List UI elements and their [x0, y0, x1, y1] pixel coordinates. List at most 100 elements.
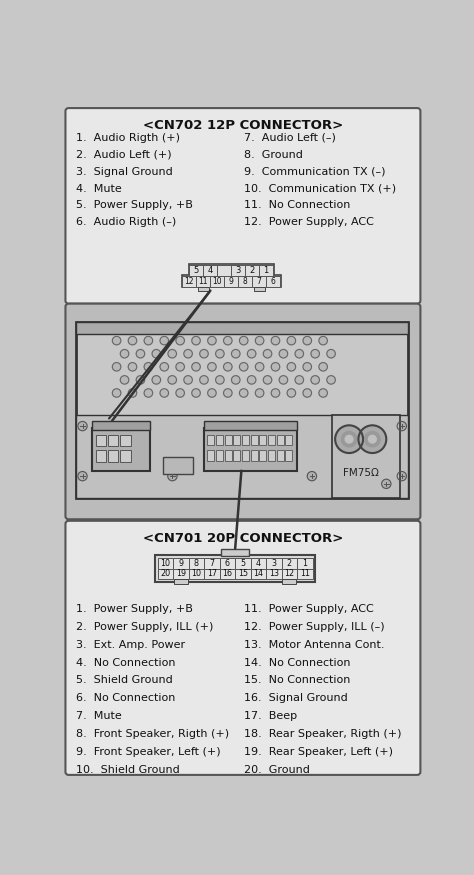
Text: 1: 1	[302, 558, 308, 568]
Bar	[259, 435, 266, 445]
Bar	[225, 450, 232, 461]
Bar	[221, 549, 249, 556]
Circle shape	[144, 336, 153, 345]
Circle shape	[327, 375, 335, 384]
Text: 10.  Shield Ground: 10. Shield Ground	[76, 765, 180, 774]
Circle shape	[208, 336, 216, 345]
Text: 12: 12	[284, 570, 294, 578]
Bar	[196, 276, 210, 287]
Circle shape	[160, 362, 169, 371]
Text: 4: 4	[208, 266, 213, 275]
FancyBboxPatch shape	[65, 521, 420, 775]
Circle shape	[128, 336, 137, 345]
Circle shape	[319, 388, 328, 397]
Circle shape	[358, 425, 386, 453]
Text: 16: 16	[222, 570, 232, 578]
Circle shape	[192, 388, 201, 397]
Circle shape	[255, 362, 264, 371]
Circle shape	[263, 349, 272, 358]
Circle shape	[239, 362, 248, 371]
Circle shape	[184, 349, 192, 358]
Text: 4: 4	[256, 558, 261, 568]
Text: 1.  Audio Rigth (+): 1. Audio Rigth (+)	[76, 133, 180, 143]
Bar	[204, 569, 219, 579]
Bar	[268, 435, 275, 445]
Bar	[210, 276, 224, 287]
Bar	[282, 569, 297, 579]
Bar	[224, 276, 238, 287]
Circle shape	[341, 431, 357, 447]
Text: 17.  Beep: 17. Beep	[244, 711, 297, 721]
Text: 1.  Power Supply, +B: 1. Power Supply, +B	[76, 604, 193, 614]
Circle shape	[208, 388, 216, 397]
Text: 13: 13	[269, 570, 279, 578]
Bar	[245, 265, 259, 276]
Bar	[266, 569, 282, 579]
Text: 4.  No Connection: 4. No Connection	[76, 657, 176, 668]
Bar	[108, 435, 118, 446]
Bar	[235, 569, 251, 579]
Circle shape	[128, 388, 137, 397]
Bar	[242, 435, 249, 445]
Circle shape	[255, 336, 264, 345]
Text: 17: 17	[207, 570, 217, 578]
Bar	[266, 276, 280, 287]
Bar	[189, 264, 274, 276]
Circle shape	[295, 375, 303, 384]
Bar	[182, 275, 281, 288]
Circle shape	[168, 375, 176, 384]
Circle shape	[263, 375, 272, 384]
Circle shape	[136, 375, 145, 384]
Bar	[219, 569, 235, 579]
Text: 6: 6	[225, 558, 230, 568]
Bar	[297, 557, 313, 569]
Circle shape	[184, 375, 192, 384]
Circle shape	[231, 349, 240, 358]
Text: 10: 10	[212, 276, 222, 286]
Text: 11: 11	[300, 570, 310, 578]
Text: 3: 3	[236, 266, 241, 275]
Circle shape	[382, 480, 391, 488]
Bar	[158, 557, 173, 569]
Text: 10: 10	[191, 570, 201, 578]
Bar	[158, 569, 173, 579]
Circle shape	[136, 349, 145, 358]
Text: 2: 2	[287, 558, 292, 568]
Bar	[235, 557, 251, 569]
Text: 1: 1	[264, 266, 269, 275]
Circle shape	[319, 362, 328, 371]
Bar	[155, 555, 315, 583]
Bar	[182, 276, 196, 287]
Text: 15.  No Connection: 15. No Connection	[244, 676, 350, 685]
Text: 10.  Communication TX (+): 10. Communication TX (+)	[244, 184, 396, 193]
Bar	[219, 557, 235, 569]
Bar	[277, 435, 284, 445]
Circle shape	[255, 388, 264, 397]
Bar	[251, 569, 266, 579]
Text: 12.  Power Supply, ACC: 12. Power Supply, ACC	[244, 217, 374, 228]
Bar	[297, 569, 313, 579]
Text: 6.  Audio Rigth (–): 6. Audio Rigth (–)	[76, 217, 176, 228]
Text: <CN702 12P CONNECTOR>: <CN702 12P CONNECTOR>	[143, 119, 343, 132]
Bar	[285, 450, 292, 461]
Circle shape	[287, 388, 296, 397]
Bar	[204, 421, 297, 430]
Bar	[277, 450, 284, 461]
Text: 5: 5	[240, 558, 246, 568]
Circle shape	[365, 431, 380, 447]
Bar	[251, 435, 258, 445]
Text: 4.  Mute: 4. Mute	[76, 184, 122, 193]
Circle shape	[144, 388, 153, 397]
Circle shape	[168, 349, 176, 358]
Bar	[173, 557, 189, 569]
Text: 8.  Front Speaker, Rigth (+): 8. Front Speaker, Rigth (+)	[76, 729, 229, 739]
Circle shape	[335, 425, 363, 453]
Text: 3: 3	[272, 558, 276, 568]
Circle shape	[247, 375, 256, 384]
Circle shape	[168, 472, 177, 480]
Text: 10: 10	[160, 558, 171, 568]
Circle shape	[239, 336, 248, 345]
Circle shape	[303, 362, 311, 371]
Bar	[120, 450, 130, 461]
Bar	[163, 457, 192, 474]
